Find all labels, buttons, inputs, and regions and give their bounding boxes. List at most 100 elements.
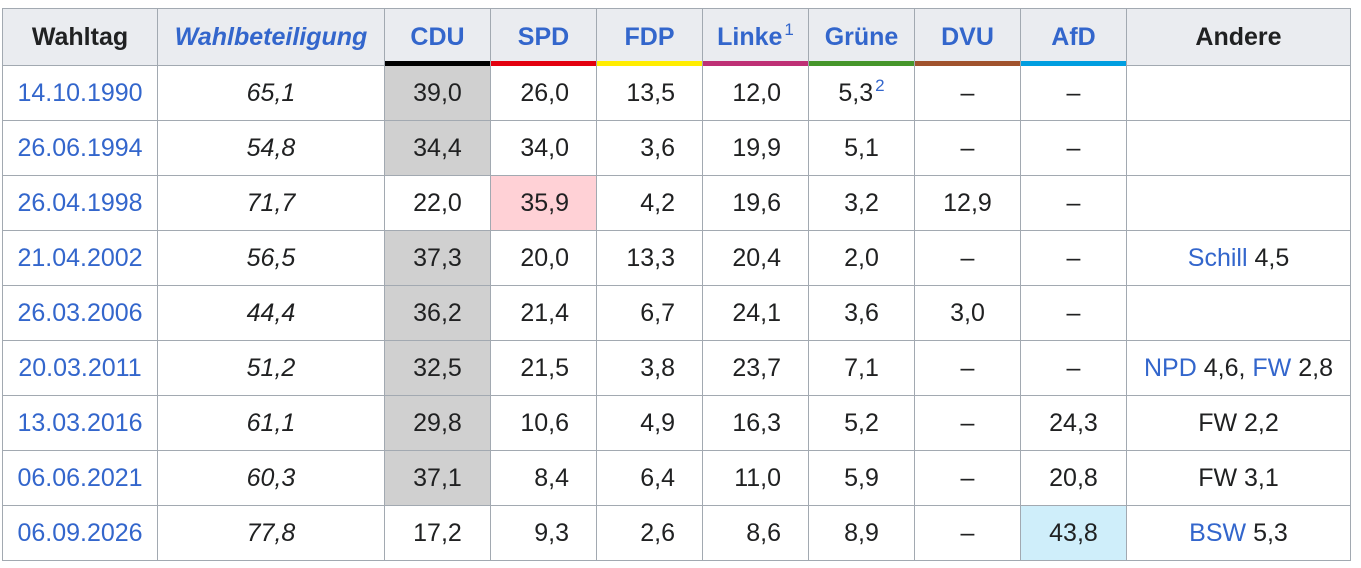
result-cell-cdu: 36,2 bbox=[384, 285, 491, 341]
result-value: 2,0 bbox=[844, 243, 879, 272]
result-value: 24,1 bbox=[732, 298, 781, 327]
result-value: 3,6 bbox=[844, 298, 879, 327]
result-cell-afd: – bbox=[1020, 340, 1127, 396]
result-cell-gruene: 7,1 bbox=[808, 340, 915, 396]
result-value: – bbox=[960, 78, 975, 107]
footnote-ref[interactable]: 1 bbox=[784, 20, 794, 40]
other-party-value: 2,8 bbox=[1298, 353, 1333, 382]
result-cell-fdp: 4,2 bbox=[596, 175, 703, 231]
column-header-spd[interactable]: SPD bbox=[490, 8, 597, 66]
election-date-link[interactable]: 06.09.2026 bbox=[2, 505, 158, 561]
result-cell-linke: 11,0 bbox=[702, 450, 809, 506]
election-date-link[interactable]: 06.06.2021 bbox=[2, 450, 158, 506]
other-party-name[interactable]: FW bbox=[1252, 353, 1292, 382]
column-header-afd[interactable]: AfD bbox=[1020, 8, 1127, 66]
result-cell-fdp: 13,5 bbox=[596, 65, 703, 121]
result-value: 4,9 bbox=[640, 408, 675, 437]
column-header-dvu[interactable]: DVU bbox=[914, 8, 1021, 66]
result-cell-linke: 16,3 bbox=[702, 395, 809, 451]
result-cell-fdp: 6,4 bbox=[596, 450, 703, 506]
result-cell-fdp: 4,9 bbox=[596, 395, 703, 451]
column-header-linke[interactable]: Linke 1 bbox=[702, 8, 809, 66]
result-value: 37,3 bbox=[413, 243, 462, 272]
result-cell-spd: 26,0 bbox=[490, 65, 597, 121]
column-header-gruene[interactable]: Grüne bbox=[808, 8, 915, 66]
result-value: 21,4 bbox=[520, 298, 569, 327]
footnote-ref[interactable]: 2 bbox=[875, 76, 885, 96]
election-date-link[interactable]: 21.04.2002 bbox=[2, 230, 158, 286]
other-party-value: 2,2 bbox=[1244, 408, 1279, 437]
result-cell-cdu: 39,0 bbox=[384, 65, 491, 121]
result-value: – bbox=[960, 243, 975, 272]
others-cell: FW 3,1 bbox=[1126, 450, 1351, 506]
result-cell-linke: 24,1 bbox=[702, 285, 809, 341]
election-date-link[interactable]: 26.06.1994 bbox=[2, 120, 158, 176]
table-row: 26.06.1994 54,8 34,4 34,0 3,6 19,9 5,1 – – bbox=[2, 120, 1351, 176]
column-header-others[interactable]: Andere bbox=[1126, 8, 1351, 66]
party-color-bar bbox=[809, 61, 914, 66]
party-color-bar bbox=[597, 61, 702, 66]
result-value: – bbox=[1066, 243, 1081, 272]
result-value: 43,8 bbox=[1049, 518, 1098, 547]
result-cell-dvu: – bbox=[914, 450, 1021, 506]
result-cell-spd: 9,3 bbox=[490, 505, 597, 561]
result-cell-linke: 19,6 bbox=[702, 175, 809, 231]
result-cell-spd: 35,9 bbox=[490, 175, 597, 231]
result-cell-linke: 8,6 bbox=[702, 505, 809, 561]
result-cell-gruene: 3,6 bbox=[808, 285, 915, 341]
result-cell-cdu: 37,1 bbox=[384, 450, 491, 506]
result-value: 19,9 bbox=[732, 133, 781, 162]
turnout-cell: 60,3 bbox=[157, 450, 385, 506]
result-cell-dvu: 12,9 bbox=[914, 175, 1021, 231]
result-cell-afd: – bbox=[1020, 65, 1127, 121]
result-cell-gruene: 3,2 bbox=[808, 175, 915, 231]
result-value: – bbox=[960, 353, 975, 382]
election-date-link[interactable]: 26.04.1998 bbox=[2, 175, 158, 231]
result-cell-linke: 20,4 bbox=[702, 230, 809, 286]
column-header-cdu[interactable]: CDU bbox=[384, 8, 491, 66]
result-value: – bbox=[1066, 188, 1081, 217]
table-row: 06.09.2026 77,8 17,2 9,3 2,6 8,6 8,9 – 43,8 BSW 5… bbox=[2, 505, 1351, 561]
result-value: – bbox=[1066, 78, 1081, 107]
result-value: – bbox=[960, 133, 975, 162]
result-cell-afd: 24,3 bbox=[1020, 395, 1127, 451]
other-party-name[interactable]: NPD bbox=[1143, 353, 1197, 382]
column-header-fdp[interactable]: FDP bbox=[596, 8, 703, 66]
result-value: 8,9 bbox=[844, 518, 879, 547]
column-header-turnout[interactable]: Wahlbeteiligung bbox=[157, 8, 385, 66]
result-cell-afd: – bbox=[1020, 175, 1127, 231]
table-row: 21.04.2002 56,5 37,3 20,0 13,3 20,4 2,0 – – Schil… bbox=[2, 230, 1351, 286]
other-party-name[interactable]: Schill bbox=[1187, 243, 1248, 272]
result-value: – bbox=[960, 518, 975, 547]
column-header-date[interactable]: Wahltag bbox=[2, 8, 158, 66]
result-value: 39,0 bbox=[413, 78, 462, 107]
result-value: 21,5 bbox=[520, 353, 569, 382]
election-date-link[interactable]: 14.10.1990 bbox=[2, 65, 158, 121]
other-party-name: FW bbox=[1198, 463, 1238, 492]
other-party-name[interactable]: BSW bbox=[1189, 518, 1247, 547]
result-value: 20,4 bbox=[732, 243, 781, 272]
turnout-cell: 77,8 bbox=[157, 505, 385, 561]
result-cell-afd: – bbox=[1020, 120, 1127, 176]
others-cell bbox=[1126, 120, 1351, 176]
result-cell-gruene: 5,1 bbox=[808, 120, 915, 176]
result-cell-fdp: 6,7 bbox=[596, 285, 703, 341]
result-value: 3,8 bbox=[640, 353, 675, 382]
election-date-link[interactable]: 26.03.2006 bbox=[2, 285, 158, 341]
party-color-bar bbox=[915, 61, 1020, 66]
result-cell-linke: 12,0 bbox=[702, 65, 809, 121]
party-color-bar bbox=[703, 61, 808, 66]
result-value: 11,0 bbox=[734, 463, 781, 492]
election-date-link[interactable]: 20.03.2011 bbox=[2, 340, 158, 396]
result-value: – bbox=[1066, 353, 1081, 382]
others-cell: BSW 5,3 bbox=[1126, 505, 1351, 561]
result-cell-linke: 19,9 bbox=[702, 120, 809, 176]
result-value: 7,1 bbox=[844, 353, 879, 382]
result-value: 10,6 bbox=[520, 408, 569, 437]
result-cell-dvu: – bbox=[914, 230, 1021, 286]
result-value: 23,7 bbox=[732, 353, 781, 382]
table-row: 13.03.2016 61,1 29,8 10,6 4,9 16,3 5,2 – 24,3 FW … bbox=[2, 395, 1351, 451]
result-value: 34,0 bbox=[520, 133, 569, 162]
table-row: 14.10.1990 65,1 39,0 26,0 13,5 12,0 5,3 2 – – bbox=[2, 65, 1351, 121]
election-date-link[interactable]: 13.03.2016 bbox=[2, 395, 158, 451]
